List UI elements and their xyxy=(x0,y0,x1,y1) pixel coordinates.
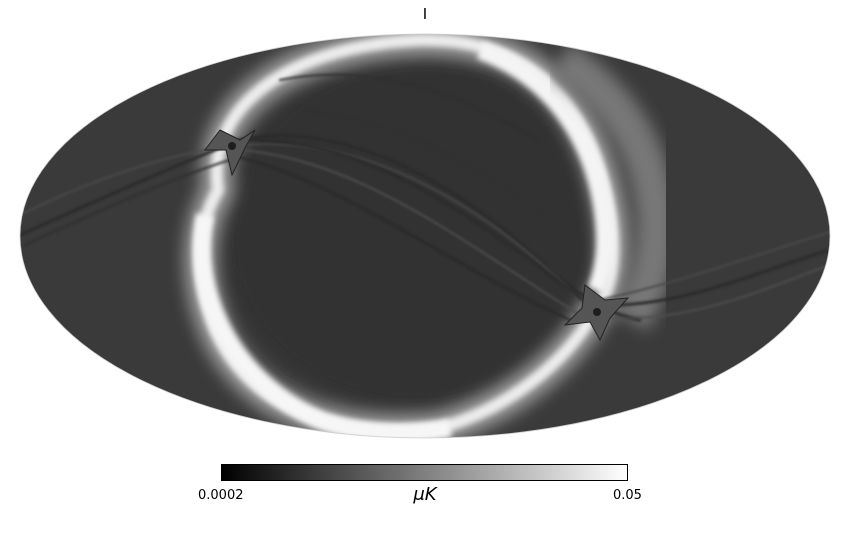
ring-bright-lower-left xyxy=(192,213,452,438)
map-title: I xyxy=(422,5,428,23)
right-halo xyxy=(549,42,677,331)
ring-bright-right xyxy=(476,41,615,294)
caustic-node-lower-right xyxy=(563,284,630,342)
filament-streaks xyxy=(20,73,830,322)
caustic-node-upper-left xyxy=(204,129,256,177)
ring-interior-shading xyxy=(224,56,603,409)
map-outline xyxy=(19,33,831,439)
colorbar-gradient xyxy=(221,464,628,481)
colorbar-max-label: 0.05 xyxy=(613,488,642,503)
colorbar-min-label: 0.0002 xyxy=(198,488,244,503)
colorbar-frame xyxy=(221,464,628,481)
colorbar-unit-label: μK xyxy=(413,484,437,505)
